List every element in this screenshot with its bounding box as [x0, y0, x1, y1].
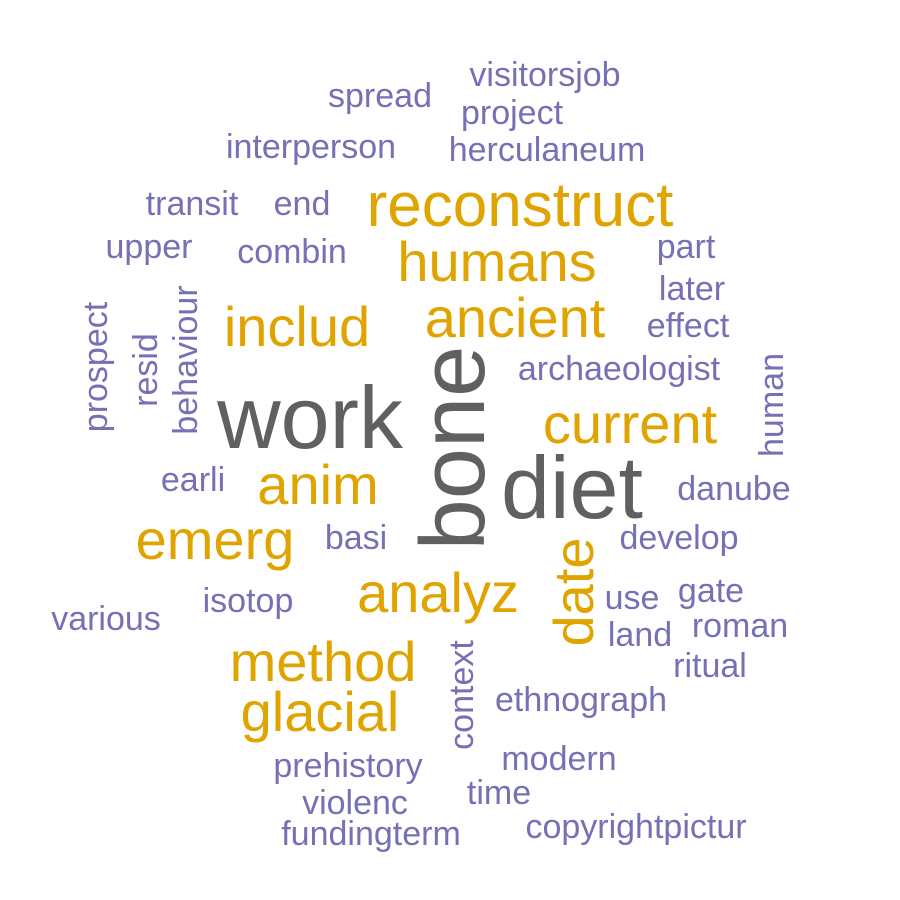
- word-project: project: [460, 94, 564, 132]
- word-work: work: [217, 368, 403, 467]
- word-prehistory: prehistory: [273, 747, 423, 785]
- word-human: human: [753, 353, 791, 457]
- word-prospect: prospect: [77, 301, 115, 433]
- word-time: time: [466, 774, 532, 812]
- word-analyz: analyz: [357, 561, 519, 624]
- word-part: part: [656, 228, 716, 266]
- word-bone: bone: [402, 345, 504, 551]
- word-develop: develop: [619, 519, 739, 557]
- word-isotop: isotop: [202, 582, 294, 620]
- word-method: method: [229, 630, 417, 693]
- word-gate: gate: [677, 572, 745, 610]
- word-ritual: ritual: [673, 647, 747, 685]
- word-herculaneum: herculaneum: [448, 131, 646, 169]
- word-spread: spread: [328, 77, 432, 115]
- word-ancient: ancient: [424, 286, 606, 349]
- word-date: date: [542, 537, 605, 647]
- word-emerg: emerg: [135, 508, 295, 571]
- word-combin: combin: [237, 233, 347, 271]
- word-effect: effect: [646, 307, 730, 345]
- word-use: use: [604, 579, 660, 617]
- word-current: current: [542, 392, 718, 455]
- word-context: context: [443, 640, 481, 750]
- word-violenc: violenc: [302, 784, 408, 822]
- word-modern: modern: [501, 740, 617, 778]
- word-roman: roman: [691, 607, 789, 645]
- word-resid: resid: [127, 333, 165, 407]
- word-archaeologist: archaeologist: [517, 350, 721, 388]
- word-visitorsjob: visitorsjob: [469, 56, 621, 94]
- word-ethnograph: ethnograph: [494, 681, 668, 719]
- word-upper: upper: [105, 228, 193, 266]
- word-includ: includ: [223, 295, 371, 358]
- word-anim: anim: [257, 453, 379, 516]
- word-humans: humans: [397, 230, 597, 293]
- word-diet: diet: [501, 438, 643, 537]
- word-various: various: [51, 600, 161, 638]
- word-interperson: interperson: [225, 128, 397, 166]
- word-transit: transit: [145, 185, 239, 223]
- word-basi: basi: [324, 519, 388, 557]
- word-later: later: [658, 270, 726, 308]
- word-reconstruct: reconstruct: [366, 171, 674, 240]
- word-land: land: [607, 616, 673, 654]
- word-danube: danube: [677, 470, 791, 508]
- word-end: end: [273, 185, 331, 223]
- word-glacial: glacial: [240, 680, 400, 743]
- word-fundingterm: fundingterm: [281, 815, 461, 853]
- word-behaviour: behaviour: [167, 285, 205, 435]
- word-copyrightpictur: copyrightpictur: [525, 808, 747, 846]
- word-earli: earli: [160, 461, 226, 499]
